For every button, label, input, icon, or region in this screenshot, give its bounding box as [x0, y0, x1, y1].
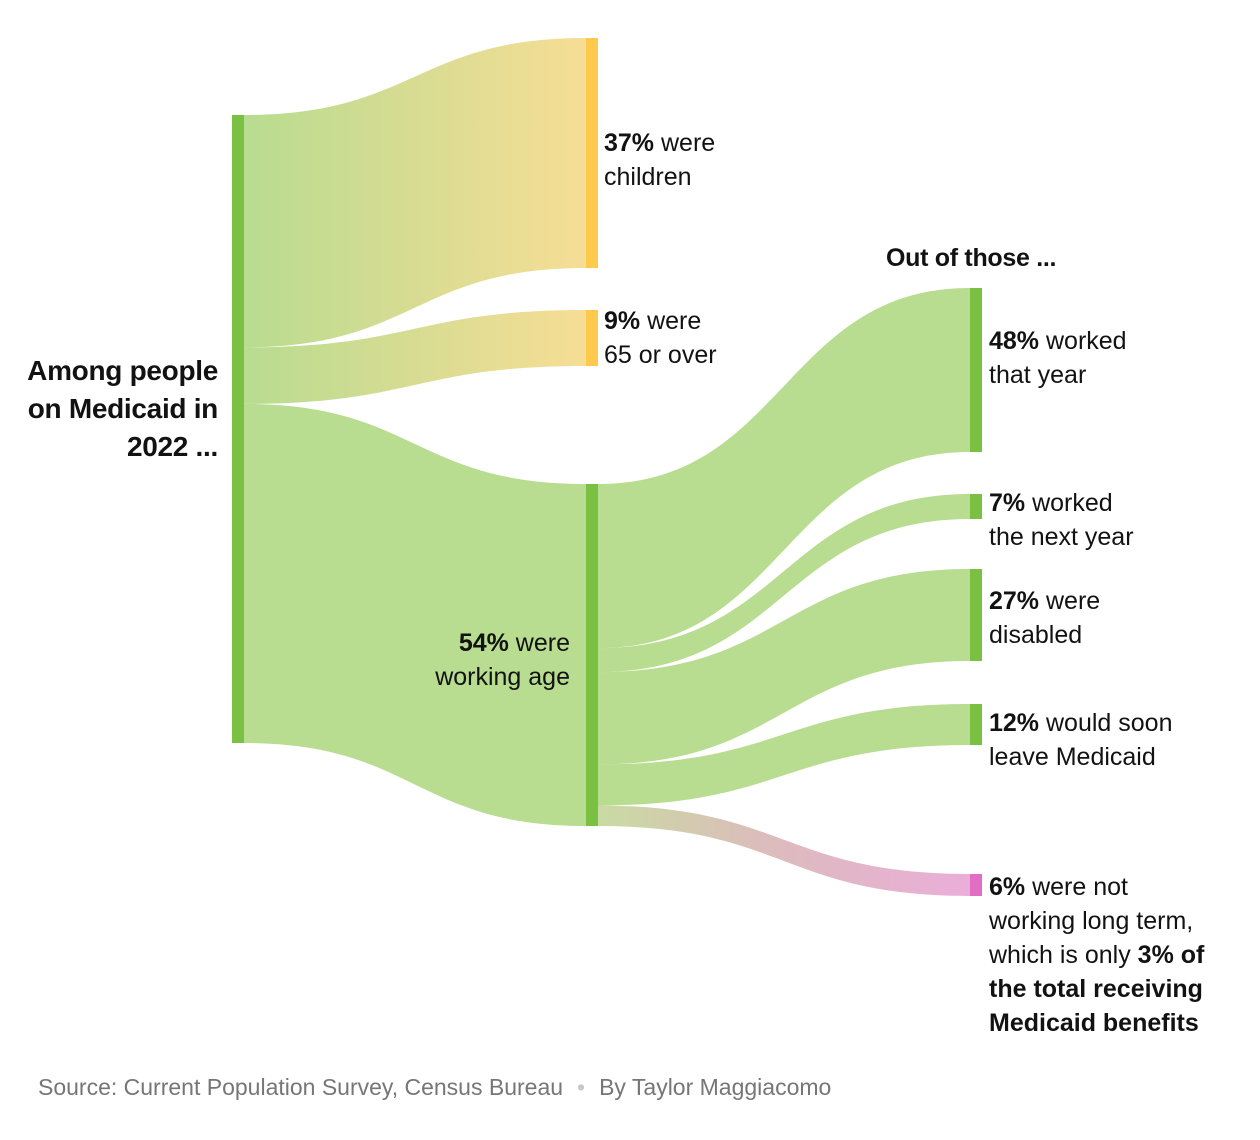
- label-children-rest: were: [654, 129, 716, 157]
- node-worked_next: [970, 494, 982, 519]
- label-disabled-rest2: disabled: [989, 621, 1083, 649]
- label-not-working: 6% were not working long term, which is …: [989, 870, 1204, 1040]
- label-worked-rest: worked: [1039, 327, 1127, 355]
- label-worked-next-rest: worked: [1025, 489, 1113, 517]
- label-worked: 48% worked that year: [989, 324, 1127, 392]
- label-not-working-bold4: the total receiving: [989, 975, 1203, 1003]
- label-seniors-rest2: 65 or over: [604, 341, 717, 369]
- node-leave: [970, 704, 982, 745]
- flow-working_age: [244, 403, 586, 826]
- label-disabled-rest: were: [1039, 587, 1101, 615]
- footer-separator: •: [577, 1074, 586, 1100]
- label-seniors: 9% were 65 or over: [604, 304, 717, 372]
- label-leave: 12% would soon leave Medicaid: [989, 706, 1172, 774]
- label-seniors-rest: were: [640, 307, 702, 335]
- flow-not_working: [598, 805, 970, 896]
- flow-worked_next: [598, 494, 970, 673]
- label-working-age-rest2: working age: [435, 663, 570, 691]
- label-working-age-pct: 54%: [458, 629, 509, 657]
- label-worked-next-rest2: the next year: [989, 523, 1134, 551]
- label-not-working-bold3: 3% of: [1137, 941, 1205, 969]
- label-not-working-rest3: which is only: [989, 941, 1138, 969]
- root-label: Among people on Medicaid in 2022 ...: [18, 352, 218, 466]
- node-seniors: [586, 310, 598, 366]
- root-label-text: Among people on Medicaid in 2022 ...: [27, 355, 218, 462]
- label-children-pct: 37%: [604, 129, 655, 157]
- node-working_age: [586, 484, 598, 826]
- label-worked-next-pct: 7%: [989, 489, 1026, 517]
- node-disabled: [970, 569, 982, 661]
- label-leave-pct: 12%: [989, 709, 1040, 737]
- flow-leave: [598, 704, 970, 806]
- label-working-age: 54% were working age: [435, 626, 570, 694]
- label-children: 37% were children: [604, 126, 715, 194]
- label-not-working-bold5: Medicaid benefits: [989, 1009, 1199, 1037]
- label-not-working-rest: were not: [1025, 873, 1128, 901]
- label-leave-rest: would soon: [1039, 709, 1173, 737]
- label-worked-rest2: that year: [989, 361, 1087, 389]
- byline-text: By Taylor Maggiacomo: [599, 1074, 832, 1100]
- label-not-working-pct: 6%: [989, 873, 1026, 901]
- level2-header-text: Out of those ...: [886, 244, 1057, 272]
- flow-seniors: [244, 310, 586, 404]
- sankey-chart: [232, 38, 982, 896]
- label-seniors-pct: 9%: [604, 307, 641, 335]
- node-worked: [970, 288, 982, 452]
- label-disabled-pct: 27%: [989, 587, 1040, 615]
- footer: Source: Current Population Survey, Censu…: [38, 1074, 831, 1101]
- label-leave-rest2: leave Medicaid: [989, 743, 1156, 771]
- level2-header: Out of those ...: [886, 244, 1057, 273]
- label-working-age-rest: were: [508, 629, 570, 657]
- flow-disabled: [598, 569, 970, 765]
- flow-worked: [598, 288, 970, 649]
- label-children-rest2: children: [604, 163, 692, 191]
- source-text: Source: Current Population Survey, Censu…: [38, 1074, 564, 1100]
- label-worked-pct: 48%: [989, 327, 1040, 355]
- node-root: [232, 115, 244, 743]
- flow-children: [244, 38, 586, 348]
- node-children: [586, 38, 598, 268]
- label-not-working-rest2: working long term,: [989, 907, 1194, 935]
- label-worked-next: 7% worked the next year: [989, 486, 1134, 554]
- node-not_working: [970, 874, 982, 896]
- label-disabled: 27% were disabled: [989, 584, 1100, 652]
